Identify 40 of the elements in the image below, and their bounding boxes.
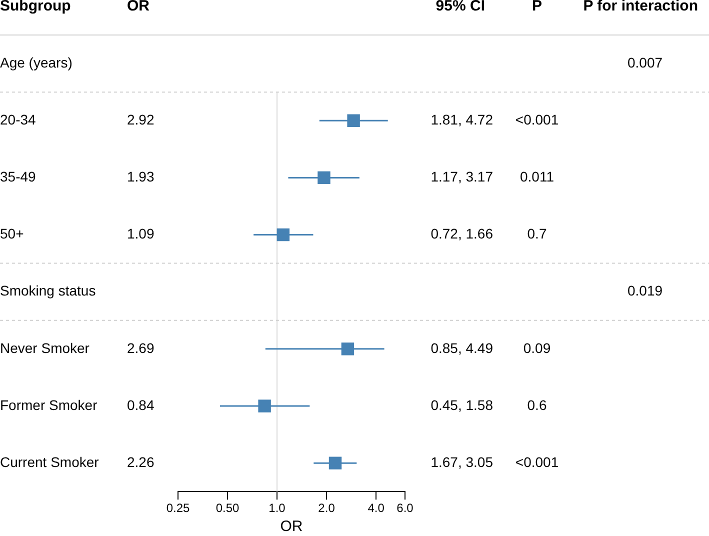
text: 95% CI <box>436 0 485 15</box>
x-tick-label: 0.50 <box>216 501 240 516</box>
text: 0.7 <box>527 226 547 242</box>
text: 1.67, 3.05 <box>430 454 494 470</box>
data-label: 2.69 <box>127 340 154 356</box>
text: 0.6 <box>527 396 547 413</box>
y-tick-label: 20-34 <box>0 111 36 128</box>
text: 0.72, 1.66 <box>430 226 494 242</box>
text: 0.019 <box>627 282 663 299</box>
y-tick-label: Former Smoker <box>0 396 98 413</box>
x-tick-label: 2.0 <box>318 501 336 516</box>
y-tick-label: 35-49 <box>0 168 36 185</box>
data-label: 2.26 <box>127 454 154 470</box>
text: P <box>532 0 542 15</box>
text: 0.09 <box>523 340 551 356</box>
x-axis-title: OR <box>280 518 303 536</box>
x-tick-label: 6.0 <box>396 501 414 516</box>
text: P for interaction <box>583 0 698 15</box>
text: 1.17, 3.17 <box>430 168 494 185</box>
text: 0.007 <box>627 54 663 70</box>
text: 0.85, 4.49 <box>430 340 494 356</box>
data-label: 0.84 <box>127 396 154 413</box>
y-axis-title: Subgroup <box>0 0 71 15</box>
text: 1.81, 4.72 <box>430 111 494 128</box>
y-tick-label: Age (years) <box>0 54 72 70</box>
text: OR <box>127 0 150 15</box>
data-label: 2.92 <box>127 111 154 128</box>
text: 0.011 <box>520 168 554 185</box>
text: <0.001 <box>515 454 559 470</box>
text: <0.001 <box>515 111 559 128</box>
text: 0.45, 1.58 <box>430 396 494 413</box>
y-tick-label: Never Smoker <box>0 340 90 356</box>
y-tick-label: Smoking status <box>0 282 96 299</box>
x-tick-label: 0.25 <box>166 501 190 516</box>
data-label: 1.93 <box>127 168 154 185</box>
data-label: 1.09 <box>127 226 154 242</box>
y-tick-label: Current Smoker <box>0 454 100 470</box>
x-tick-label: 1.0 <box>268 501 286 516</box>
x-tick-label: 4.0 <box>368 501 385 516</box>
y-tick-label: 50+ <box>0 226 24 242</box>
